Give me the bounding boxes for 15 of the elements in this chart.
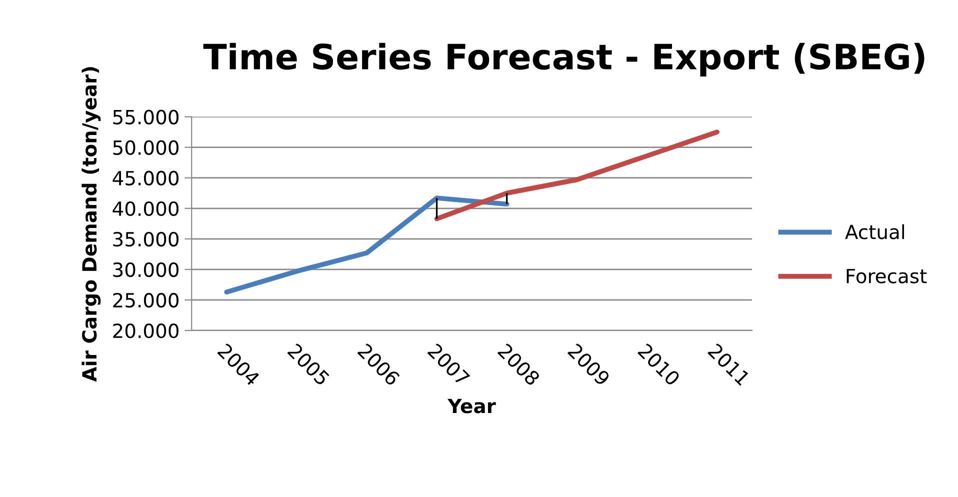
x-axis-title: Year: [448, 398, 496, 414]
y-tick-label: 55.000: [113, 110, 179, 124]
y-tick-label: 25.000: [113, 292, 179, 308]
y-axis-title: Air Cargo Demand (ton/year): [82, 67, 101, 382]
legend-label: Forecast: [846, 268, 927, 284]
y-tick-label: 20.000: [113, 323, 179, 338]
y-tick-label: 35.000: [113, 232, 179, 247]
legend-label: Actual: [845, 224, 904, 240]
y-tick-label: 50.000: [113, 140, 179, 155]
line-series: [434, 130, 720, 222]
y-tick-label: 40.000: [112, 201, 179, 216]
y-tick-label: 30.000: [113, 262, 179, 278]
y-tick-label: 45.000: [112, 170, 179, 186]
line-series: [224, 196, 510, 294]
chart-title: Time Series Forecast - Export (SBEG): [203, 42, 924, 76]
